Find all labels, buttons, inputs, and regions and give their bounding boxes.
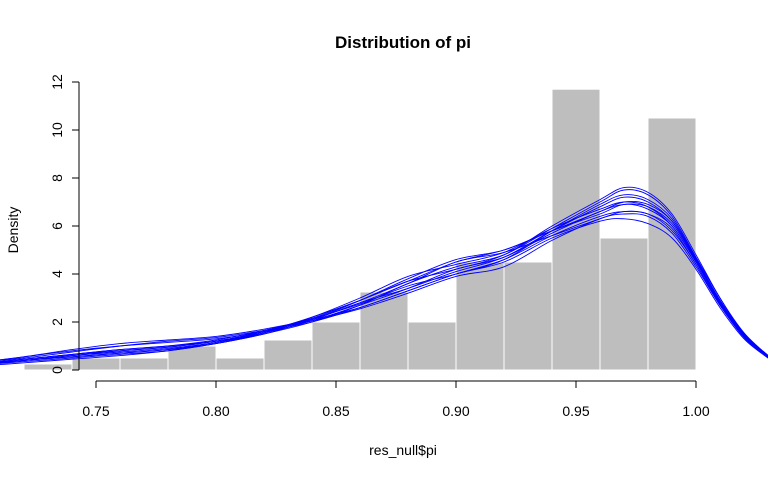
- y-tick-label: 12: [49, 74, 65, 90]
- y-axis-label: Density: [5, 207, 21, 254]
- histogram-bars: [23, 88, 697, 371]
- histogram-bar: [407, 321, 457, 371]
- y-tick-label: 0: [49, 366, 65, 374]
- y-tick-label: 6: [49, 222, 65, 230]
- density-curve-line: [0, 200, 768, 366]
- histogram-bar: [455, 261, 505, 371]
- histogram-bar: [359, 291, 409, 371]
- x-tick-label: 1.00: [682, 403, 709, 419]
- x-axis-label: res_null$pi: [369, 442, 437, 458]
- density-curve-line: [0, 210, 768, 364]
- density-curves: [0, 186, 768, 366]
- y-tick-label: 8: [49, 174, 65, 182]
- x-tick-label: 0.95: [562, 403, 589, 419]
- histogram-bar: [263, 339, 313, 371]
- histogram-bar: [503, 261, 553, 371]
- histogram-bar: [599, 237, 649, 371]
- histogram-bar: [119, 357, 169, 371]
- x-tick-label: 0.75: [82, 403, 109, 419]
- x-tick-label: 0.80: [202, 403, 229, 419]
- histogram-bar: [215, 357, 265, 371]
- x-tick-label: 0.90: [442, 403, 469, 419]
- density-curve-line: [0, 189, 768, 364]
- y-tick-label: 10: [49, 122, 65, 138]
- chart-title: Distribution of pi: [335, 33, 471, 52]
- y-axis: 0 2 4 6 8 10 12: [49, 74, 80, 374]
- histogram-bar: [311, 321, 361, 371]
- x-axis: 0.75 0.80 0.85 0.90 0.95 1.00: [82, 380, 710, 419]
- x-tick-label: 0.85: [322, 403, 349, 419]
- y-tick-label: 4: [49, 270, 65, 278]
- y-tick-label: 2: [49, 318, 65, 326]
- density-curve-line: [0, 194, 768, 363]
